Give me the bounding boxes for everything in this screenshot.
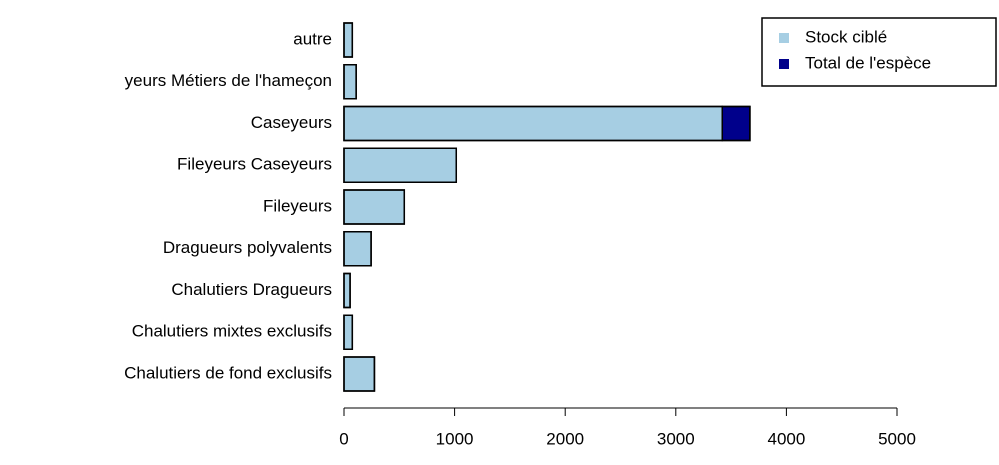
- bar-outline: [343, 105, 751, 142]
- x-tick-label: 5000: [878, 429, 916, 448]
- bar-segment: [343, 189, 406, 225]
- y-tick-label: Fileyeurs: [263, 196, 332, 215]
- bar-segment: [343, 314, 354, 350]
- y-tick-label: yeurs Métiers de l'hameçon: [125, 71, 332, 90]
- bar-outline: [343, 64, 357, 100]
- legend-swatch: [779, 59, 789, 69]
- bar-segment: [343, 22, 354, 58]
- bar-outline: [343, 272, 351, 309]
- bar-segment: [343, 105, 724, 142]
- x-tick-label: 2000: [546, 429, 584, 448]
- y-tick-label: Fileyeurs Caseyeurs: [177, 155, 332, 174]
- legend-swatch: [779, 33, 789, 43]
- bar-segment: [721, 105, 751, 142]
- bar-segment: [343, 64, 357, 100]
- bar-outline: [343, 314, 354, 350]
- x-tick-label: 3000: [657, 429, 695, 448]
- x-tick-label: 4000: [767, 429, 805, 448]
- x-tick-label: 0: [339, 429, 348, 448]
- x-tick-label: 1000: [436, 429, 474, 448]
- bar-outline: [343, 356, 376, 392]
- bar-segment: [343, 356, 376, 392]
- legend-label: Total de l'espèce: [805, 53, 931, 72]
- bar-outline: [343, 147, 458, 183]
- y-tick-label: Dragueurs polyvalents: [163, 238, 332, 257]
- bar-outline: [343, 22, 354, 58]
- legend-box: [761, 17, 997, 87]
- y-tick-label: Caseyeurs: [251, 113, 332, 132]
- bar-outline: [343, 231, 372, 267]
- y-tick-label: Chalutiers mixtes exclusifs: [132, 322, 332, 341]
- y-tick-label: autre: [293, 29, 332, 48]
- y-tick-label: Chalutiers Dragueurs: [171, 280, 332, 299]
- legend-label: Stock ciblé: [805, 27, 887, 46]
- y-tick-label: Chalutiers de fond exclusifs: [124, 363, 332, 382]
- bar-segment: [343, 147, 458, 183]
- bar-segment: [343, 231, 372, 267]
- bar-outline: [343, 189, 406, 225]
- bar-segment: [343, 272, 351, 309]
